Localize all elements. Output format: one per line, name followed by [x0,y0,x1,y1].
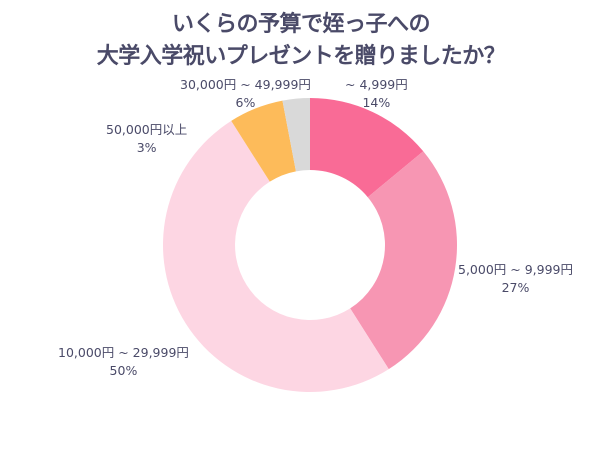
slice-label-0: ~ 4,999円 14% [345,76,408,112]
donut-slice-4 [282,98,310,172]
slice-label-1: 5,000円 ~ 9,999円 27% [458,261,573,297]
slice-label-0-name: ~ 4,999円 [345,77,408,92]
chart-title-line-1: いくらの予算で姪っ子への [171,12,431,37]
donut-slice-3 [231,100,296,182]
donut-slice-2 [162,120,389,393]
slice-label-3: 30,000円 ~ 49,999円 6% [180,76,311,112]
slice-label-3-name: 30,000円 ~ 49,999円 [180,77,311,92]
slice-label-1-value: 27% [501,280,530,295]
chart-title-line-2: 大学入学祝いプレゼントを贈りましたか？ [96,44,506,69]
slice-label-2-name: 10,000円 ~ 29,999円 [58,345,189,360]
slice-label-4: 50,000円以上 3% [106,121,187,157]
slice-label-2-value: 50% [109,363,138,378]
slice-label-1-name: 5,000円 ~ 9,999円 [458,262,573,277]
slice-label-4-value: 3% [136,140,157,155]
slice-label-0-value: 14% [362,95,391,110]
slice-label-2: 10,000円 ~ 29,999円 50% [58,344,189,380]
slice-label-3-value: 6% [235,95,256,110]
donut-slice-0 [310,98,424,198]
slice-label-4-name: 50,000円以上 [106,122,188,137]
donut-slice-1 [350,151,457,370]
